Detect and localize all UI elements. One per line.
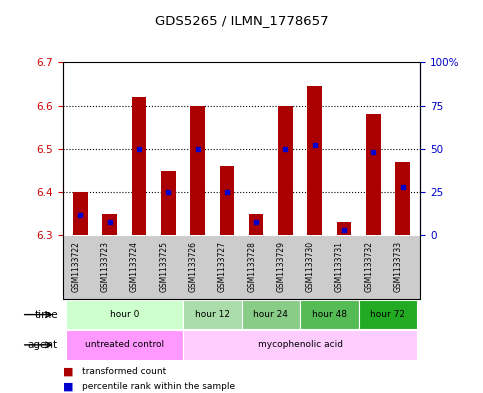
Text: untreated control: untreated control [85, 340, 164, 349]
Bar [395, 162, 410, 235]
Bar [66, 300, 183, 329]
Text: ■: ■ [63, 366, 73, 376]
Bar [249, 214, 263, 235]
Text: GSM1133727: GSM1133727 [218, 241, 227, 292]
Bar [102, 214, 117, 235]
Text: GDS5265 / ILMN_1778657: GDS5265 / ILMN_1778657 [155, 14, 328, 27]
Text: mycophenolic acid: mycophenolic acid [257, 340, 342, 349]
Text: GSM1133732: GSM1133732 [364, 241, 373, 292]
Text: GSM1133728: GSM1133728 [247, 241, 256, 292]
Bar [161, 171, 176, 235]
Text: hour 24: hour 24 [254, 310, 288, 319]
Bar [66, 330, 183, 360]
Text: GSM1133723: GSM1133723 [100, 241, 110, 292]
Bar [73, 192, 88, 235]
Text: hour 72: hour 72 [370, 310, 406, 319]
Text: time: time [34, 310, 58, 320]
Text: hour 48: hour 48 [312, 310, 347, 319]
Bar [242, 300, 300, 329]
Text: transformed count: transformed count [82, 367, 166, 376]
Bar [183, 330, 417, 360]
Bar [190, 106, 205, 235]
Bar [359, 300, 417, 329]
Bar [366, 114, 381, 235]
Bar [278, 106, 293, 235]
Bar [183, 300, 242, 329]
Bar [132, 97, 146, 235]
Text: hour 0: hour 0 [110, 310, 139, 319]
Text: GSM1133724: GSM1133724 [130, 241, 139, 292]
Text: percentile rank within the sample: percentile rank within the sample [82, 382, 235, 391]
Text: agent: agent [28, 340, 58, 350]
Text: GSM1133730: GSM1133730 [306, 241, 315, 292]
Text: ■: ■ [63, 381, 73, 391]
Text: hour 12: hour 12 [195, 310, 230, 319]
Text: GSM1133726: GSM1133726 [188, 241, 198, 292]
Text: GSM1133725: GSM1133725 [159, 241, 168, 292]
Text: GSM1133733: GSM1133733 [394, 241, 403, 292]
Text: GSM1133722: GSM1133722 [71, 241, 80, 292]
Bar [300, 300, 359, 329]
Bar [220, 166, 234, 235]
Text: GSM1133729: GSM1133729 [276, 241, 285, 292]
Text: GSM1133731: GSM1133731 [335, 241, 344, 292]
Bar [307, 86, 322, 235]
Bar [337, 222, 351, 235]
